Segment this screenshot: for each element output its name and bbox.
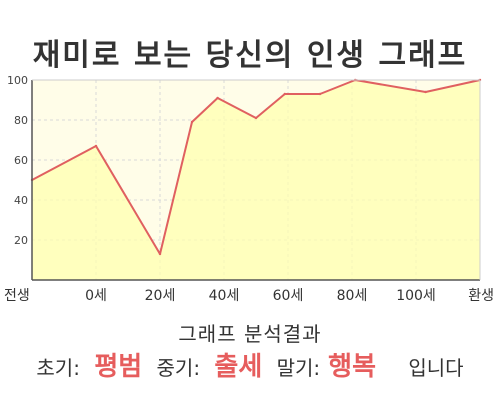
- data-point: [283, 92, 286, 96]
- x-tick-label: 40세: [209, 288, 240, 304]
- x-tick-label: 환생: [468, 288, 494, 304]
- data-point: [94, 144, 98, 148]
- x-tick-label: 100세: [396, 288, 436, 304]
- x-tick-label: 20세: [145, 288, 176, 304]
- early-label: 초기:: [36, 356, 80, 380]
- data-point: [190, 120, 194, 124]
- data-point: [318, 92, 322, 96]
- chart-title: 재미로 보는 당신의 인생 그래프: [32, 38, 468, 73]
- x-tick-label: 80세: [337, 288, 368, 304]
- y-tick-label: 80: [14, 114, 28, 127]
- y-tick-label: 40: [14, 194, 28, 207]
- early-value: 평범: [94, 352, 143, 382]
- result-heading: 그래프 분석결과: [178, 322, 322, 346]
- y-tick-label: 60: [14, 154, 28, 167]
- y-tick-label: 100: [7, 74, 28, 87]
- mid-value: 출세: [214, 352, 263, 382]
- area-fill: [32, 80, 480, 280]
- data-point: [424, 90, 427, 94]
- data-point: [216, 96, 219, 100]
- x-tick-label: 60세: [273, 288, 304, 304]
- data-point: [158, 252, 162, 256]
- x-tick-label: 0세: [85, 288, 107, 304]
- y-tick-label: 20: [14, 234, 28, 247]
- result-suffix: 입니다: [408, 356, 464, 380]
- mid-label: 중기:: [156, 356, 201, 380]
- late-label: 말기:: [276, 356, 321, 380]
- late-value: 행복: [328, 352, 377, 382]
- data-point: [254, 116, 258, 120]
- result-summary: 초기: 평범 중기: 출세 말기: 행복 입니다: [0, 346, 500, 383]
- x-tick-label: 전생: [4, 288, 30, 304]
